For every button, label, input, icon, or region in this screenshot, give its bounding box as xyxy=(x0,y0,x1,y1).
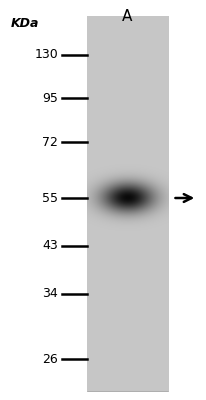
Text: 130: 130 xyxy=(34,48,58,61)
Text: 55: 55 xyxy=(42,192,58,204)
Text: 43: 43 xyxy=(42,239,58,252)
Text: A: A xyxy=(122,10,133,24)
FancyBboxPatch shape xyxy=(87,17,169,391)
Text: 72: 72 xyxy=(42,136,58,149)
Text: 95: 95 xyxy=(42,92,58,105)
Text: 34: 34 xyxy=(42,287,58,300)
Text: KDa: KDa xyxy=(11,18,39,30)
Text: 26: 26 xyxy=(42,353,58,366)
